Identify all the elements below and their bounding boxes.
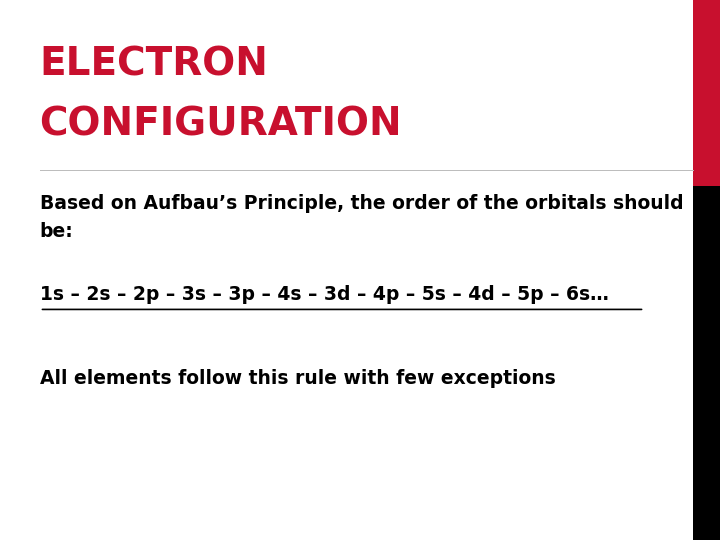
Text: All elements follow this rule with few exceptions: All elements follow this rule with few e… xyxy=(40,368,555,388)
Text: 1s – 2s – 2p – 3s – 3p – 4s – 3d – 4p – 5s – 4d – 5p – 6s…: 1s – 2s – 2p – 3s – 3p – 4s – 3d – 4p – … xyxy=(40,285,608,304)
Bar xyxy=(693,0,720,186)
Text: Based on Aufbau’s Principle, the order of the orbitals should
be:: Based on Aufbau’s Principle, the order o… xyxy=(40,194,683,241)
Bar xyxy=(693,186,720,540)
Text: CONFIGURATION: CONFIGURATION xyxy=(40,105,402,143)
Text: ELECTRON: ELECTRON xyxy=(40,46,269,84)
